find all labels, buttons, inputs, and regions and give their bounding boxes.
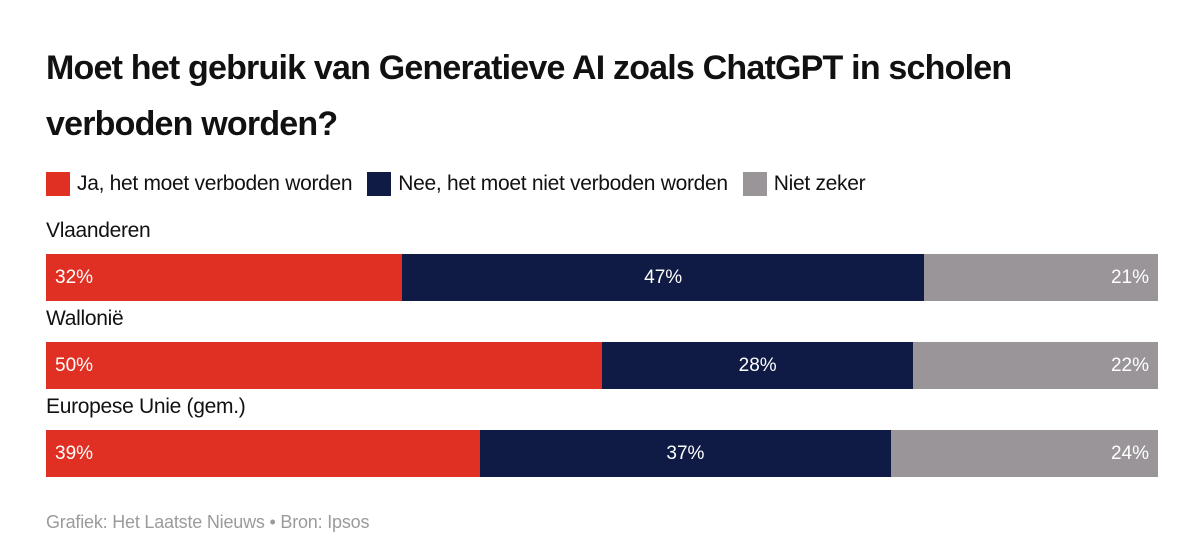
data-label: 21% <box>1110 266 1149 288</box>
bar-segment: 32% <box>46 254 402 301</box>
category-label: Europese Unie (gem.) <box>46 395 246 418</box>
source-credit: Grafiek: Het Laatste Nieuws • Bron: Ipso… <box>46 512 370 532</box>
bar-segment: 28% <box>602 342 914 389</box>
legend-label: Niet zeker <box>773 172 866 195</box>
chart-legend: Ja, het moet verboden worden Nee, het moe… <box>46 170 880 198</box>
stacked-bar: 50% 28% 22% <box>46 342 1158 389</box>
data-label: 39% <box>55 442 94 464</box>
data-label: 24% <box>1110 442 1149 464</box>
category-label: Wallonië <box>46 307 124 330</box>
stacked-bar: 39% 37% 24% <box>46 430 1158 477</box>
data-label: 28% <box>738 354 777 376</box>
category-label: Vlaanderen <box>46 219 151 242</box>
legend-swatch <box>46 172 70 196</box>
bar-segment: 24% <box>891 430 1158 477</box>
bar-segment: 47% <box>401 254 925 301</box>
bar-segment: 50% <box>46 342 602 389</box>
data-label: 37% <box>666 442 705 464</box>
chart-title: Moet het gebruik van Generatieve AI zoal… <box>46 49 1012 143</box>
data-label: 47% <box>644 266 683 288</box>
data-label: 32% <box>55 266 94 288</box>
bar-segment: 37% <box>479 430 892 477</box>
legend-item-2: Nee, het moet niet verboden worden <box>367 172 728 196</box>
legend-label: Nee, het moet niet verboden worden <box>398 172 728 195</box>
bar-segment: 39% <box>46 430 480 477</box>
data-label: 22% <box>1110 354 1149 376</box>
legend-item-3: Niet zeker <box>742 172 866 196</box>
bar-segment: 22% <box>913 342 1158 389</box>
bar-segment: 21% <box>924 254 1158 301</box>
legend-item-1: Ja, het moet verboden worden <box>46 172 353 196</box>
legend-swatch <box>742 172 767 196</box>
stacked-bar: 32% 47% 21% <box>46 254 1158 301</box>
data-label: 50% <box>55 354 94 376</box>
legend-label: Ja, het moet verboden worden <box>77 172 353 195</box>
legend-swatch <box>367 172 392 196</box>
